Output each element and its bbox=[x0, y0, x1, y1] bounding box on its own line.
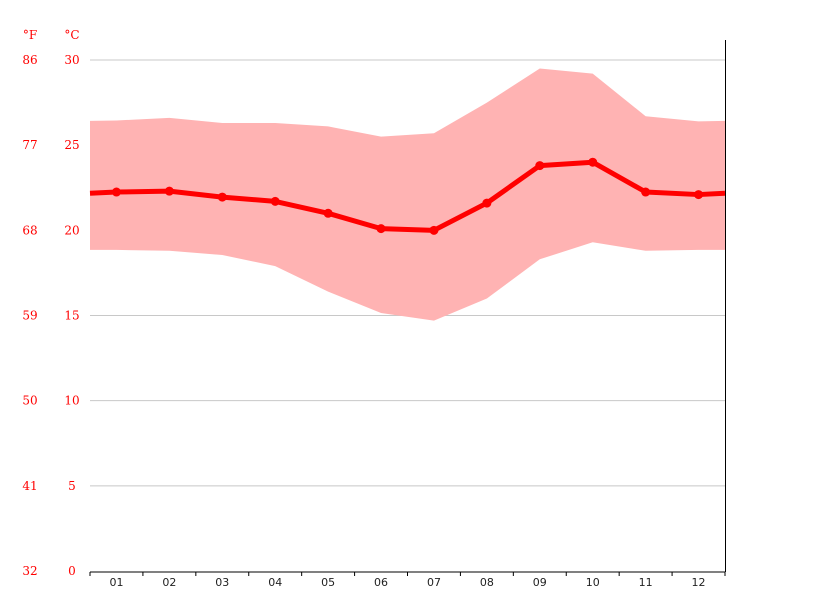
mean-point bbox=[535, 161, 545, 171]
mean-point bbox=[111, 187, 121, 197]
mean-temperature-line bbox=[89, 159, 726, 233]
mean-point bbox=[482, 198, 492, 208]
unit-label-c: °C bbox=[64, 28, 79, 42]
mean-point bbox=[217, 192, 227, 202]
y-tick-label-c: 0 bbox=[68, 564, 76, 578]
mean-point bbox=[323, 208, 333, 218]
y-tick-label-c: 5 bbox=[68, 479, 76, 493]
x-tick-label: 09 bbox=[533, 576, 547, 589]
x-tick-label: 08 bbox=[480, 576, 494, 589]
y-tick-label-c: 25 bbox=[64, 138, 79, 152]
y-tick-label-f: 77 bbox=[22, 138, 37, 152]
x-tick-label: 12 bbox=[692, 576, 706, 589]
y-tick-label-f: 50 bbox=[22, 394, 37, 408]
y-tick-label-c: 15 bbox=[64, 309, 79, 323]
x-tick-label: 04 bbox=[268, 576, 282, 589]
x-tick-label: 05 bbox=[321, 576, 335, 589]
x-tick-label: 11 bbox=[639, 576, 653, 589]
mean-point bbox=[694, 190, 704, 200]
x-tick-label: 10 bbox=[586, 576, 600, 589]
mean-point bbox=[376, 224, 386, 234]
y-tick-label-c: 10 bbox=[64, 394, 79, 408]
y-tick-label-c: 30 bbox=[64, 53, 79, 67]
x-tick-label: 06 bbox=[374, 576, 388, 589]
mean-point bbox=[270, 196, 280, 206]
x-tick-label: 01 bbox=[109, 576, 123, 589]
mean-point bbox=[164, 186, 174, 196]
y-tick-label-f: 68 bbox=[22, 223, 37, 237]
y-tick-label-c: 20 bbox=[64, 223, 79, 237]
min-max-band bbox=[90, 68, 725, 321]
y-tick-label-f: 32 bbox=[22, 564, 37, 578]
mean-point bbox=[588, 157, 598, 167]
x-tick-label: 03 bbox=[215, 576, 229, 589]
x-tick-label: 02 bbox=[162, 576, 176, 589]
unit-label-f: °F bbox=[23, 28, 37, 42]
y-tick-label-f: 41 bbox=[22, 479, 37, 493]
mean-point bbox=[429, 225, 439, 235]
x-tick-label: 07 bbox=[427, 576, 441, 589]
y-tick-label-f: 86 bbox=[22, 53, 37, 67]
mean-point bbox=[641, 187, 651, 197]
y-tick-label-f: 59 bbox=[22, 309, 37, 323]
